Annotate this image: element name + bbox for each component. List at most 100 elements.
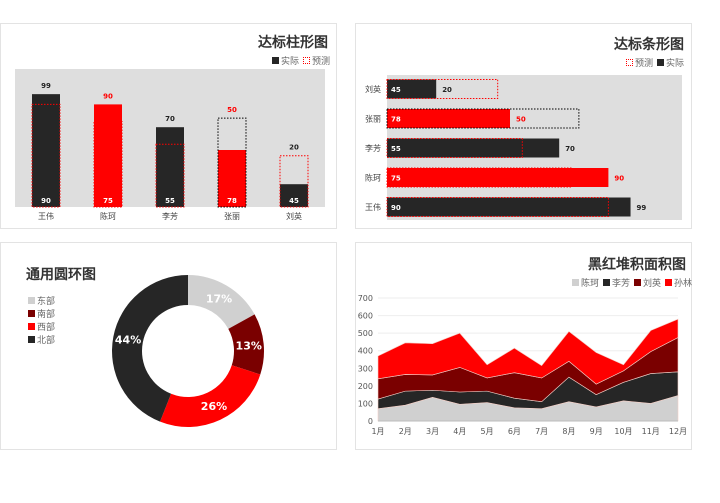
x-tick-label: 3月 [426,427,439,436]
legend-swatch [303,57,311,64]
actual-bar [387,138,560,158]
x-tick-label: 4月 [453,427,466,436]
actual-bar [280,184,308,207]
area-series-孙林 [377,318,679,385]
x-tick-label: 7月 [535,427,548,436]
actual-label: 99 [41,82,51,90]
forecast-label: 90 [391,204,401,212]
forecast-bar [386,197,609,217]
slice-label: 26% [201,400,227,413]
bar-chart-legend: 预测 实际 [622,56,684,69]
actual-bar [32,94,60,207]
area-chart-legend: 陈珂 李芳 刘英 孙林 [568,276,692,289]
actual-label: 50 [227,106,237,114]
forecast-bar [155,143,185,208]
forecast-label: 55 [165,197,175,205]
forecast-bar [386,108,580,129]
column-chart-legend: 实际 预测 [268,54,330,67]
forecast-bar [217,117,247,208]
forecast-bar [93,121,123,208]
legend-label: 南部 [37,310,56,320]
category-label: 张丽 [365,115,381,124]
y-tick-label: 100 [358,399,373,408]
x-tick-label: 1月 [371,427,384,436]
area-chart-title: 黑红堆积面积图 [588,257,686,273]
actual-label: 70 [565,145,575,153]
x-tick-label: 10月 [614,427,632,436]
donut-chart-legend: 东部 南部 西部 北部 [24,296,55,348]
forecast-label: 75 [391,175,401,183]
x-tick-label: 9月 [590,427,603,436]
actual-bar [387,197,631,217]
legend-label: 预测 [312,57,331,67]
x-tick-label: 6月 [508,427,521,436]
donut-slice [188,275,255,329]
donut-slice [111,275,188,422]
slice-label: 13% [236,339,262,352]
category-label: 王伟 [365,202,381,212]
legend-label: 实际 [666,59,685,69]
category-label: 陈珂 [100,211,116,221]
actual-bar [387,79,437,99]
actual-label: 90 [103,92,113,100]
legend-label: 东部 [37,297,56,307]
legend-label: 刘英 [643,279,662,289]
forecast-bar [386,167,572,188]
legend-label: 陈珂 [581,279,600,289]
donut-slice [160,365,261,428]
forecast-label: 45 [391,86,401,94]
legend-label: 实际 [281,57,300,67]
y-tick-label: 200 [358,382,373,391]
actual-bar [94,104,122,207]
x-tick-label: 11月 [642,427,660,436]
forecast-bar [279,155,309,208]
x-tick-label: 12月 [669,427,687,436]
forecast-bar [31,103,61,208]
y-tick-label: 300 [358,364,373,373]
forecast-label: 78 [227,197,237,205]
actual-label: 90 [614,175,624,183]
forecast-label: 45 [289,197,299,205]
legend-swatch [626,59,633,66]
forecast-label: 75 [103,197,113,205]
actual-bar [387,168,609,187]
x-tick-label: 2月 [399,427,412,436]
category-label: 刘英 [286,211,302,221]
actual-label: 99 [637,204,647,212]
donut-chart-panel [0,242,337,450]
slice-label: 17% [206,292,232,305]
y-tick-label: 700 [358,294,373,303]
category-label: 刘英 [365,84,381,94]
y-tick-label: 500 [358,329,373,338]
actual-label: 20 [442,86,452,94]
y-tick-label: 0 [368,417,373,426]
legend-label: 预测 [635,59,654,69]
forecast-label: 55 [391,145,401,153]
category-label: 王伟 [38,211,54,221]
legend-label: 北部 [37,336,56,346]
actual-bar [387,109,510,128]
actual-label: 70 [165,115,175,123]
forecast-bar [386,79,499,99]
forecast-label: 90 [41,197,51,205]
actual-bar [156,127,184,207]
column-chart-title: 达标柱形图 [258,35,328,51]
legend-label: 孙林 [674,279,693,289]
x-tick-label: 5月 [481,427,494,436]
forecast-bar [386,138,523,158]
actual-label: 50 [516,116,526,124]
y-tick-label: 400 [358,347,373,356]
legend-swatch [272,57,279,64]
actual-label: 20 [289,144,299,152]
slice-label: 44% [115,334,141,347]
category-label: 李芳 [365,143,381,153]
category-label: 李芳 [162,211,178,221]
x-tick-label: 8月 [562,427,575,436]
category-label: 陈珂 [365,173,381,183]
donut-slice [228,314,264,375]
legend-swatch [657,59,665,66]
actual-bar [218,150,246,207]
bar-chart-title: 达标条形图 [614,37,684,53]
category-label: 张丽 [224,212,240,221]
